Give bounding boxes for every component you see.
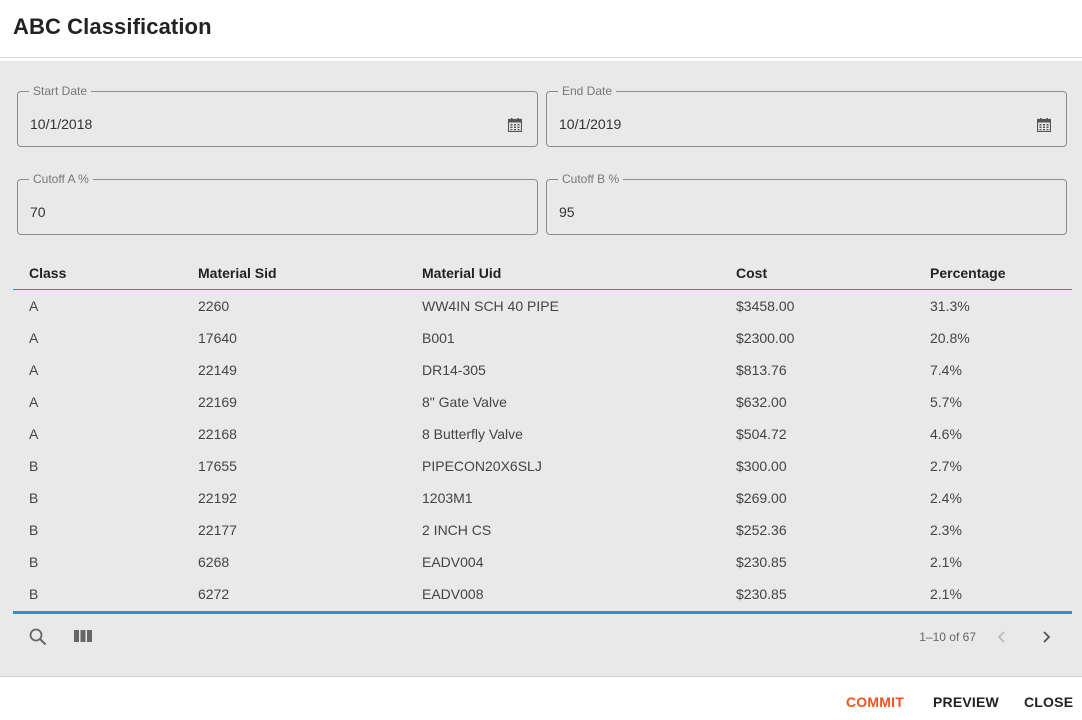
cell-percentage: 2.1% [930,554,962,570]
cell-material-sid: 22169 [198,394,237,410]
cutoff-b-value[interactable]: 95 [559,204,575,220]
cell-percentage: 7.4% [930,362,962,378]
cell-cost: $230.85 [736,586,787,602]
cell-class: B [29,490,39,506]
cell-class: A [29,394,39,410]
cell-class: A [29,298,39,314]
cell-cost: $813.76 [736,362,787,378]
classification-table-container: Class Material Sid Material Uid Cost Per… [13,257,1072,614]
cell-material-sid: 22149 [198,362,237,378]
cell-cost: $252.36 [736,522,787,538]
cutoff-a-value[interactable]: 70 [30,204,46,220]
cell-material-sid: 22168 [198,426,237,442]
cell-percentage: 2.4% [930,490,962,506]
column-header-material-uid[interactable]: Material Uid [406,257,720,290]
cell-material-uid: 8" Gate Valve [422,394,507,410]
preview-button[interactable]: PREVIEW [933,694,999,710]
cell-class: A [29,426,39,442]
cell-cost: $2300.00 [736,330,795,346]
table-row[interactable]: A 22169 8" Gate Valve $632.00 5.7% [13,386,1072,418]
cutoff-a-label: Cutoff A % [29,172,93,186]
end-date-label: End Date [558,84,617,98]
cell-cost: $3458.00 [736,298,795,314]
cell-material-uid: DR14-305 [422,362,486,378]
cell-material-sid: 22192 [198,490,237,506]
table-header-row: Class Material Sid Material Uid Cost Per… [13,257,1072,290]
start-date-field[interactable]: Start Date 10/1/2018 [17,84,538,147]
dialog-actions: COMMIT PREVIEW CLOSE [0,678,1082,720]
close-button[interactable]: CLOSE [1024,694,1074,710]
calendar-icon[interactable] [508,118,522,132]
cell-material-sid: 17640 [198,330,237,346]
cell-material-uid: B001 [422,330,455,346]
cell-material-uid: PIPECON20X6SLJ [422,458,542,474]
cell-material-uid: EADV008 [422,586,484,602]
chevron-right-icon[interactable] [1036,627,1056,647]
calendar-icon[interactable] [1037,118,1051,132]
table-row[interactable]: B 6268 EADV004 $230.85 2.1% [13,546,1072,578]
table-row[interactable]: A 22149 DR14-305 $813.76 7.4% [13,354,1072,386]
cell-class: B [29,586,39,602]
cutoff-b-field[interactable]: Cutoff B % 95 [546,172,1067,235]
pagination-label: 1–10 of 67 [919,630,976,644]
table-row[interactable]: A 22168 8 Butterfly Valve $504.72 4.6% [13,418,1072,450]
search-icon[interactable] [28,627,48,647]
cell-material-uid: 1203M1 [422,490,473,506]
cell-material-uid: 2 INCH CS [422,522,492,538]
table-bottom-divider [13,611,1072,614]
cell-percentage: 4.6% [930,426,962,442]
table-row[interactable]: A 2260 WW4IN SCH 40 PIPE $3458.00 31.3% [13,290,1072,323]
cutoff-a-field[interactable]: Cutoff A % 70 [17,172,538,235]
dialog-header: ABC Classification [0,0,1082,58]
view-columns-icon[interactable] [74,628,92,644]
table-row[interactable]: A 17640 B001 $2300.00 20.8% [13,322,1072,354]
cell-percentage: 2.1% [930,586,962,602]
column-header-class[interactable]: Class [13,257,182,290]
cell-percentage: 5.7% [930,394,962,410]
cell-material-sid: 6268 [198,554,230,570]
classification-table: Class Material Sid Material Uid Cost Per… [13,257,1072,610]
cell-material-sid: 2260 [198,298,230,314]
cell-cost: $269.00 [736,490,787,506]
table-row[interactable]: B 6272 EADV008 $230.85 2.1% [13,578,1072,610]
cutoff-b-label: Cutoff B % [558,172,624,186]
table-row[interactable]: B 22177 2 INCH CS $252.36 2.3% [13,514,1072,546]
cell-cost: $632.00 [736,394,787,410]
column-header-percentage[interactable]: Percentage [914,257,1072,290]
cell-percentage: 2.7% [930,458,962,474]
cell-percentage: 31.3% [930,298,970,314]
end-date-value[interactable]: 10/1/2019 [559,116,622,132]
start-date-label: Start Date [29,84,92,98]
column-header-cost[interactable]: Cost [720,257,914,290]
end-date-field[interactable]: End Date 10/1/2019 [546,84,1067,147]
table-toolbar: 1–10 of 67 [13,619,1072,655]
dialog-title: ABC Classification [13,14,212,39]
table-row[interactable]: B 22192 1203M1 $269.00 2.4% [13,482,1072,514]
cell-material-sid: 17655 [198,458,237,474]
cell-material-sid: 22177 [198,522,237,538]
cell-percentage: 2.3% [930,522,962,538]
cell-class: B [29,522,39,538]
cell-cost: $230.85 [736,554,787,570]
cell-cost: $300.00 [736,458,787,474]
cell-material-uid: EADV004 [422,554,484,570]
cell-material-uid: 8 Butterfly Valve [422,426,523,442]
cell-class: A [29,330,39,346]
cell-percentage: 20.8% [930,330,970,346]
cell-cost: $504.72 [736,426,787,442]
cell-material-uid: WW4IN SCH 40 PIPE [422,298,559,314]
start-date-value[interactable]: 10/1/2018 [30,116,93,132]
dialog-body: Start Date 10/1/2018 End Date 10/1/2019 [0,61,1082,677]
cell-material-sid: 6272 [198,586,230,602]
cell-class: B [29,458,39,474]
chevron-left-icon[interactable] [992,627,1012,647]
cell-class: B [29,554,39,570]
commit-button[interactable]: COMMIT [846,694,904,710]
table-row[interactable]: B 17655 PIPECON20X6SLJ $300.00 2.7% [13,450,1072,482]
column-header-material-sid[interactable]: Material Sid [182,257,406,290]
cell-class: A [29,362,39,378]
table-body: A 2260 WW4IN SCH 40 PIPE $3458.00 31.3% A 1764… [13,290,1072,611]
